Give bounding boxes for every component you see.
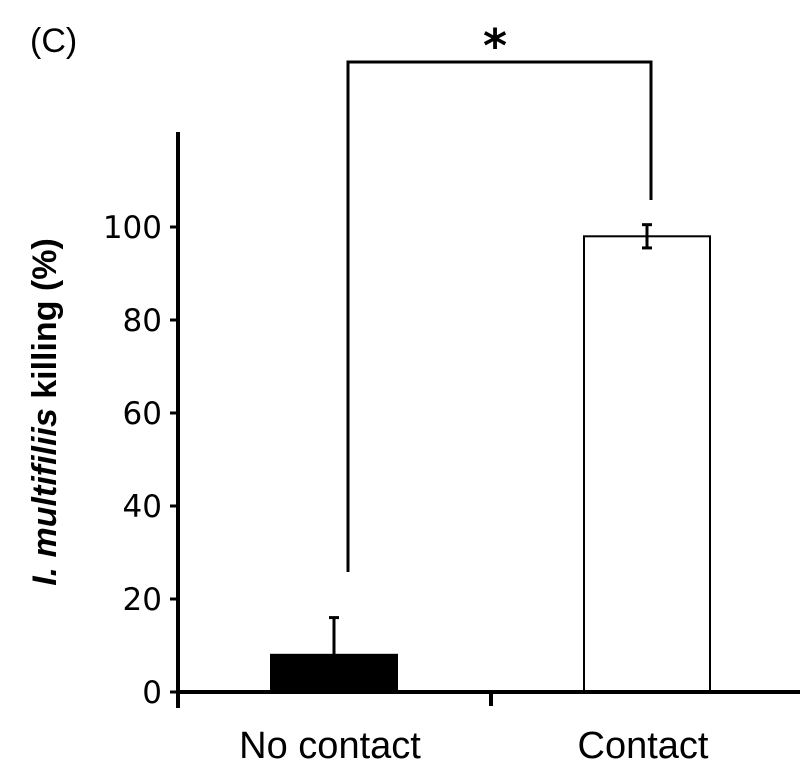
y-tick-label: 60 bbox=[123, 396, 162, 432]
y-axis-label-rest: killing (%) bbox=[26, 238, 64, 408]
y-tick-label: 20 bbox=[123, 582, 162, 618]
significance-bracket bbox=[346, 60, 653, 572]
y-tick-label: 40 bbox=[123, 489, 162, 525]
y-axis-label: I. multifiliis killing (%) bbox=[26, 238, 64, 586]
y-tick-label: 100 bbox=[103, 210, 162, 246]
bar bbox=[270, 653, 398, 693]
x-tick-label: Contact bbox=[578, 725, 709, 767]
y-axis-label-italic: I. multifiliis bbox=[26, 408, 64, 586]
y-tick-label: 0 bbox=[142, 675, 162, 711]
y-tick-label: 80 bbox=[123, 303, 162, 339]
bar bbox=[583, 235, 711, 694]
x-tick-label: No contact bbox=[239, 725, 421, 767]
significance-marker: * bbox=[483, 19, 507, 73]
panel-label: (C) bbox=[30, 22, 78, 60]
